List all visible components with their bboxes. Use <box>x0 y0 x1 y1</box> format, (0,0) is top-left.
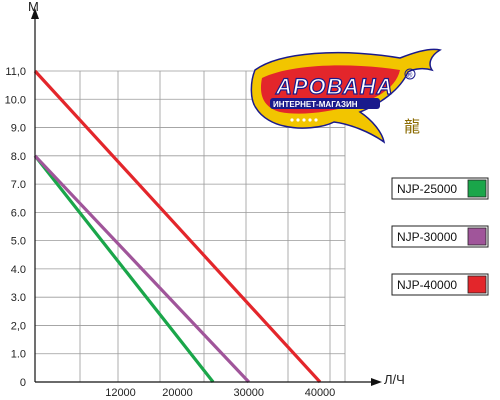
axes <box>31 8 382 386</box>
legend-item-njp-25000: NJP-25000 <box>391 177 489 200</box>
y-tick-label: 9.0 <box>11 123 26 135</box>
tick-labels: 0 1.0 2,0 3.0 4.0 5.0 6.0 7.0 8.0 9.0 10.0 11,0 1200… <box>5 66 336 399</box>
legend-item-njp-40000: NJP-40000 <box>391 273 489 296</box>
series-line-njp-40000 <box>33 69 322 384</box>
legend-label: NJP-25000 <box>397 182 457 196</box>
y-tick-label: 1.0 <box>11 349 26 361</box>
legend-swatch <box>467 227 487 246</box>
series-line-njp-25000 <box>33 154 215 383</box>
y-tick-label: 5.0 <box>11 236 26 248</box>
x-axis-arrow <box>371 378 382 386</box>
y-tick-label: 3.0 <box>11 292 26 304</box>
logo-title: АРОВАНА <box>275 74 393 99</box>
y-tick-label: 0 <box>20 377 26 389</box>
legend-label: NJP-40000 <box>397 278 457 292</box>
x-tick-label: 12000 <box>105 387 136 399</box>
x-tick-label: 40000 <box>305 387 336 399</box>
legend-swatch <box>467 275 487 294</box>
legend: NJP-25000 NJP-30000 NJP-40000 <box>391 177 489 296</box>
logo-registered: ® <box>407 71 413 80</box>
logo-subtitle: ИНТЕРНЕТ-МАГАЗИН <box>273 100 358 109</box>
series-line-njp-30000 <box>33 154 250 384</box>
x-tick-label: 20000 <box>162 387 193 399</box>
y-axis-title: М <box>28 0 39 14</box>
logo-subtitle-band <box>270 98 380 109</box>
legend-box <box>391 273 489 296</box>
x-tick-label: 30000 <box>233 387 264 399</box>
y-tick-label: 7.0 <box>11 179 26 191</box>
y-tick-label: 2,0 <box>11 320 26 332</box>
y-tick-label: 11,0 <box>5 66 26 78</box>
legend-box <box>391 225 489 248</box>
logo-glyph: 龍 <box>404 117 420 136</box>
y-tick-label: 6.0 <box>11 207 26 219</box>
legend-swatch <box>467 179 487 198</box>
logo-dots <box>290 118 318 122</box>
x-axis-title: Л/Ч <box>384 372 405 387</box>
y-tick-label: 10.0 <box>5 94 26 106</box>
y-axis-arrow <box>31 8 39 19</box>
logo: АРОВАНА ИНТЕРНЕТ-МАГАЗИН ® 龍 <box>250 48 442 144</box>
series-lines <box>33 69 322 384</box>
logo-registered-mark <box>404 68 416 80</box>
y-tick-label: 4.0 <box>11 264 26 276</box>
legend-item-njp-30000: NJP-30000 <box>391 225 489 248</box>
y-tick-label: 8.0 <box>11 151 26 163</box>
legend-label: NJP-30000 <box>397 230 457 244</box>
legend-box <box>391 177 489 200</box>
